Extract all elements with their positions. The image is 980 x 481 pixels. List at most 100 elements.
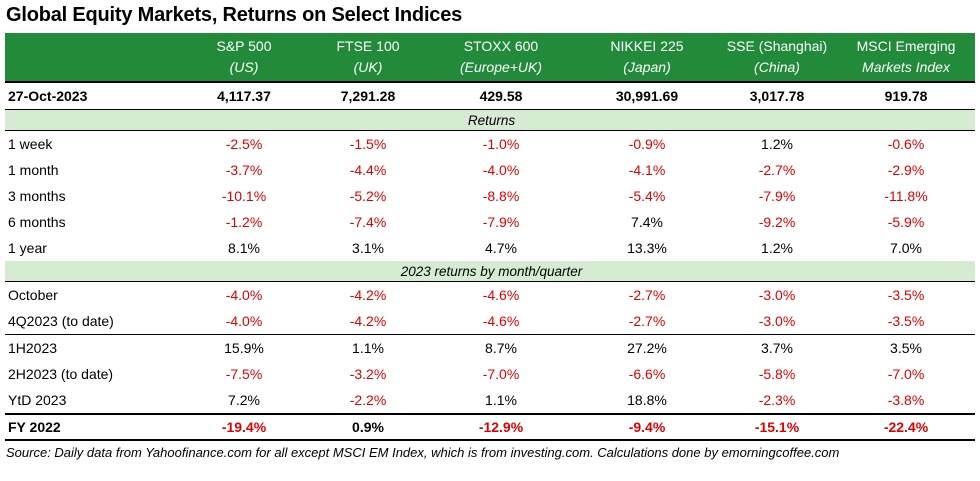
table-cell: -4.0% xyxy=(482,162,520,178)
row-label: 4Q2023 (to date) xyxy=(8,313,114,329)
table-row: YtD 2023 7.2% -2.2% 1.1% 18.8% -2.3% -3.8% xyxy=(5,387,975,414)
table-cell: -7.4% xyxy=(349,214,387,230)
table-cell: -12.9% xyxy=(425,413,577,441)
table-cell: -5.9% xyxy=(887,214,925,230)
table-cell: -5.2% xyxy=(349,188,387,204)
section-label: Returns xyxy=(5,109,975,131)
col-name: NIKKEI 225 xyxy=(610,38,684,54)
table-cell: -0.9% xyxy=(628,136,666,152)
table-cell: -2.7% xyxy=(758,162,796,178)
source-note: Source: Daily data from Yahoofinance.com… xyxy=(6,445,840,460)
table-cell: -1.0% xyxy=(482,136,520,152)
header-col: FTSE 100 (UK) xyxy=(311,33,425,83)
table-row: 1 week -2.5% -1.5% -1.0% -0.9% 1.2% -0.6% xyxy=(5,131,975,158)
table-cell: -4.0% xyxy=(225,313,263,329)
table-cell: 919.78 xyxy=(837,82,975,110)
fy-row: FY 2022 -19.4% 0.9% -12.9% -9.4% -15.1% -22.4% xyxy=(5,413,975,441)
table-cell: -9.4% xyxy=(577,413,717,441)
table-row: 1 year 8.1% 3.1% 4.7% 13.3% 1.2% 7.0% xyxy=(5,235,975,261)
table-cell: -3.0% xyxy=(758,313,796,329)
table-row: 3 months -10.1% -5.2% -8.8% -5.4% -7.9% -11.8% xyxy=(5,183,975,209)
table-cell: -4.6% xyxy=(482,287,520,303)
table-body: 27-Oct-2023 4,117.37 7,291.28 429.58 30,… xyxy=(5,82,975,441)
table-cell: 1.2% xyxy=(761,240,793,256)
row-label: 1 year xyxy=(8,240,47,256)
table-cell: -10.1% xyxy=(221,188,267,204)
page-title: Global Equity Markets, Returns on Select… xyxy=(6,4,463,26)
row-label: 27-Oct-2023 xyxy=(5,82,177,110)
section-header: 2023 returns by month/quarter xyxy=(5,261,975,282)
section-label: 2023 returns by month/quarter xyxy=(5,261,975,282)
row-label: 3 months xyxy=(8,188,66,204)
table-cell: -1.5% xyxy=(349,136,387,152)
table-cell: 15.9% xyxy=(177,334,311,361)
row-label: FY 2022 xyxy=(5,413,177,441)
table-cell: -7.9% xyxy=(758,188,796,204)
table-cell: -7.9% xyxy=(482,214,520,230)
col-region: (Japan) xyxy=(623,59,671,75)
table-cell: 7.0% xyxy=(890,240,922,256)
table-cell: -3.2% xyxy=(349,366,387,382)
header-corner xyxy=(5,33,177,83)
col-region: (UK) xyxy=(353,59,383,75)
table-cell: -19.4% xyxy=(177,413,311,441)
table-cell: -5.4% xyxy=(628,188,666,204)
row-label: October xyxy=(8,287,58,303)
table-cell: 8.1% xyxy=(228,240,260,256)
col-region: (US) xyxy=(229,59,259,75)
table-cell: -3.0% xyxy=(758,287,796,303)
table-cell: -2.9% xyxy=(887,162,925,178)
row-label: 2H2023 (to date) xyxy=(8,366,114,382)
table-cell: -3.5% xyxy=(887,313,925,329)
table-cell: -4.1% xyxy=(628,162,666,178)
table-cell: 7.4% xyxy=(631,214,663,230)
table-row: 4Q2023 (to date) -4.0% -4.2% -4.6% -2.7% -3.0… xyxy=(5,308,975,335)
table-cell: -1.2% xyxy=(225,214,263,230)
table-cell: 4,117.37 xyxy=(177,82,311,110)
table-cell: -2.7% xyxy=(628,313,666,329)
table-row: October -4.0% -4.2% -4.6% -2.7% -3.0% -3.5% xyxy=(5,282,975,309)
table-cell: 3,017.78 xyxy=(717,82,837,110)
table-cell: -4.4% xyxy=(349,162,387,178)
table-cell: -0.6% xyxy=(887,136,925,152)
header-row: S&P 500 (US) FTSE 100 (UK) STOXX 600 (Europ… xyxy=(5,33,975,83)
table-cell: -2.3% xyxy=(758,392,796,408)
table-cell: 429.58 xyxy=(425,82,577,110)
date-row: 27-Oct-2023 4,117.37 7,291.28 429.58 30,… xyxy=(5,82,975,110)
col-name: SSE (Shanghai) xyxy=(726,38,828,54)
col-region: Markets Index xyxy=(862,59,950,75)
col-name: STOXX 600 xyxy=(463,38,539,54)
col-region: (China) xyxy=(754,59,800,75)
table-cell: 1.1% xyxy=(311,334,425,361)
col-name: FTSE 100 xyxy=(336,38,400,54)
table-cell: -8.8% xyxy=(482,188,520,204)
table-cell: 1.1% xyxy=(485,392,517,408)
row-label: YtD 2023 xyxy=(8,392,67,408)
table-cell: -3.7% xyxy=(225,162,263,178)
table-cell: -22.4% xyxy=(837,413,975,441)
table-row: 6 months -1.2% -7.4% -7.9% 7.4% -9.2% -5.9% xyxy=(5,209,975,235)
header-col: STOXX 600 (Europe+UK) xyxy=(425,33,577,83)
col-name: MSCI Emerging xyxy=(856,38,956,54)
table-cell: 3.7% xyxy=(717,334,837,361)
header-col: S&P 500 (US) xyxy=(177,33,311,83)
table-row: 1 month -3.7% -4.4% -4.0% -4.1% -2.7% -2.9% xyxy=(5,157,975,183)
table-cell: -7.0% xyxy=(887,366,925,382)
row-label: 6 months xyxy=(8,214,66,230)
table-cell: 7.2% xyxy=(228,392,260,408)
table-cell: -4.2% xyxy=(349,287,387,303)
returns-table: S&P 500 (US) FTSE 100 (UK) STOXX 600 (Europ… xyxy=(5,33,975,441)
table-cell: 27.2% xyxy=(577,334,717,361)
section-header: Returns xyxy=(5,109,975,131)
table-cell: 7,291.28 xyxy=(311,82,425,110)
table-cell: -7.0% xyxy=(482,366,520,382)
col-name: S&P 500 xyxy=(216,38,272,54)
row-label: 1 week xyxy=(8,136,53,152)
table-cell: -4.2% xyxy=(349,313,387,329)
table-cell: -9.2% xyxy=(758,214,796,230)
col-region: (Europe+UK) xyxy=(459,59,543,75)
table-cell: 4.7% xyxy=(485,240,517,256)
table-row: 2H2023 (to date) -7.5% -3.2% -7.0% -6.6% -5.8… xyxy=(5,361,975,387)
table-cell: 3.5% xyxy=(837,334,975,361)
table-cell: -5.8% xyxy=(758,366,796,382)
